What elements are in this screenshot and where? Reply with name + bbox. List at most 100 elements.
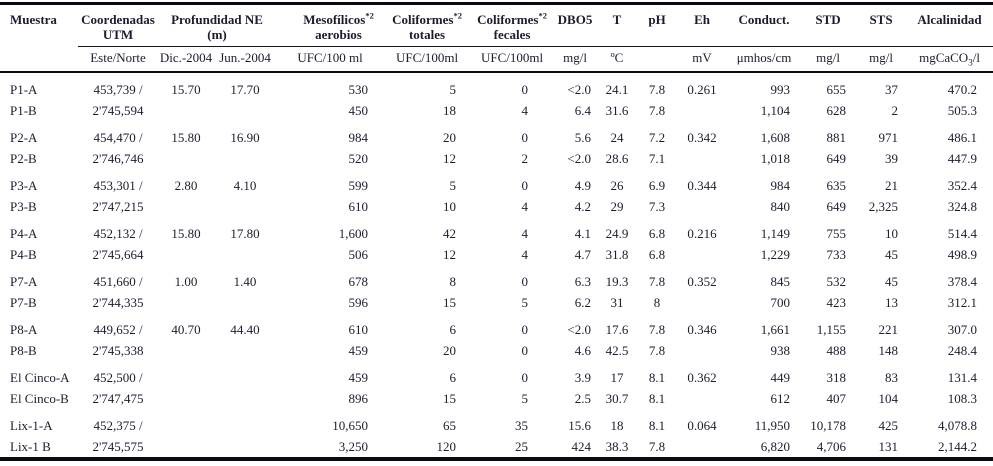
row-label: P7-A — [10, 274, 38, 289]
table-cell: 3.9 — [574, 370, 592, 385]
table-cell: 148 — [878, 343, 899, 358]
table-row: P1-B 2'745,594 450 18 4 6.4 31.6 7.8 1,104 628 2 50… — [0, 100, 993, 121]
table-row: P4-A 452,132 / 15.80 17.80 1,600 42 4 4.1 24.9 6.… — [0, 217, 993, 244]
table-cell: 18 — [610, 418, 624, 433]
table-cell: 35 — [515, 418, 529, 433]
table-row: Lix-1 B 2'745,575 3,250 120 25 424 38.3 7.8 6,82… — [0, 436, 993, 459]
table-cell: 2,325 — [868, 199, 899, 214]
table-cell: 0.344 — [687, 178, 717, 193]
table-cell: 42 — [443, 226, 457, 241]
table-cell: 532 — [826, 274, 847, 289]
col-header-temperatura: T — [596, 3, 639, 47]
table-cell: 26 — [610, 178, 624, 193]
row-label: Lix-1 B — [10, 439, 51, 454]
table-cell: 120 — [436, 439, 457, 454]
table-cell: 38.3 — [605, 439, 629, 454]
col-header-coliformes-totales: Coliformes*2 totales — [384, 3, 471, 47]
table-cell: 454,470 / — [93, 130, 143, 145]
table-row: P7-B 2'744,335 596 15 5 6.2 31 8 700 423 13 312.1 — [0, 292, 993, 313]
table-cell — [158, 409, 214, 436]
table-cell: 221 — [878, 322, 899, 337]
table-cell: 15 — [443, 391, 457, 406]
table-cell: 8.1 — [648, 418, 666, 433]
table-row: El Cinco-B 2'747,475 896 15 5 2.5 30.7 8.1 612 40… — [0, 388, 993, 409]
table-cell: 449 — [770, 370, 791, 385]
table-cell: 2 — [891, 103, 899, 118]
table-cell: 0.064 — [687, 418, 717, 433]
table-cell: 352.4 — [947, 178, 978, 193]
table-cell: 984 — [348, 130, 369, 145]
row-label: El Cinco-B — [10, 391, 69, 406]
table-cell: 24.1 — [605, 82, 629, 97]
table-cell: 29 — [610, 199, 624, 214]
table-cell: <2.0 — [567, 82, 592, 97]
table-cell: 378.4 — [947, 274, 978, 289]
table-cell — [676, 388, 728, 409]
col-header-coliformes-fecales: Coliformes*2 fecales — [470, 3, 555, 47]
col-header-mesofilicos-aerobios: Mesofílicos*2 aerobios — [276, 3, 385, 47]
table-cell: 1.00 — [174, 274, 198, 289]
unit-std: mg/l — [800, 46, 857, 73]
table-cell: 7.8 — [648, 103, 666, 118]
col-header-profundidad-ne: Profundidad NE (m) — [158, 3, 277, 47]
table-cell: 45 — [885, 247, 899, 262]
col-header-eh: Eh — [676, 3, 729, 47]
table-cell: 700 — [770, 295, 791, 310]
table-cell — [214, 388, 276, 409]
table-cell: 11,950 — [754, 418, 791, 433]
table-cell: 248.4 — [947, 343, 978, 358]
table-cell: 596 — [348, 295, 369, 310]
table-cell: 4 — [521, 199, 529, 214]
row-label: P1-A — [10, 82, 38, 97]
table-cell: 452,132 / — [93, 226, 143, 241]
table-cell: 17.80 — [230, 226, 260, 241]
table-row: P8-A 449,652 / 40.70 44.40 610 6 0 <2.0 17.6 7.8 0… — [0, 313, 993, 340]
table-cell: 4 — [521, 226, 529, 241]
table-cell: 514.4 — [947, 226, 978, 241]
table-cell — [158, 361, 214, 388]
row-label: P8-B — [10, 343, 37, 358]
table-cell: 17.6 — [605, 322, 629, 337]
table-cell: 7.3 — [648, 199, 666, 214]
table-cell: 4.7 — [574, 247, 592, 262]
table-cell: 7.8 — [648, 274, 666, 289]
table-cell: 4 — [521, 103, 529, 118]
table-cell: 6.2 — [574, 295, 592, 310]
header-row: Muestra Coordenadas UTM Profundidad NE (m)… — [0, 3, 993, 73]
table-row: P4-B 2'745,664 506 12 4 4.7 31.8 6.8 1,229 733 45 4… — [0, 244, 993, 265]
table-cell — [158, 292, 214, 313]
table-cell: 318 — [826, 370, 847, 385]
table-cell: 15 — [443, 295, 457, 310]
table-cell: 37 — [885, 82, 899, 97]
table-cell: 2'744,335 — [92, 295, 144, 310]
table-row: Lix-1-A 452,375 / 10,650 65 35 15.6 18 8.1 0.064… — [0, 409, 993, 436]
unit-sts: mg/l — [856, 46, 907, 73]
table-cell: 2'747,215 — [92, 199, 144, 214]
table-cell: 2 — [521, 151, 529, 166]
unit-coliformes-totales: UFC/100ml — [384, 46, 471, 73]
table-cell — [676, 436, 728, 459]
table-cell: 520 — [348, 151, 369, 166]
table-cell: 1,608 — [760, 130, 791, 145]
table-cell: 108.3 — [947, 391, 978, 406]
table-cell: 20 — [443, 130, 457, 145]
table-cell — [214, 244, 276, 265]
table-cell — [214, 100, 276, 121]
table-cell: 2'745,338 — [92, 343, 144, 358]
table-cell: 755 — [826, 226, 847, 241]
table-cell: 451,660 / — [93, 274, 143, 289]
table-cell: 733 — [826, 247, 847, 262]
table-cell: 4.2 — [574, 199, 592, 214]
table-row: P8-B 2'745,338 459 20 0 4.6 42.5 7.8 938 488 148 24… — [0, 340, 993, 361]
table-cell: 31.6 — [605, 103, 629, 118]
table-cell: 1,018 — [760, 151, 791, 166]
table-cell: 486.1 — [947, 130, 978, 145]
footnote-marker: *2 — [453, 10, 462, 21]
table-cell: 449,652 / — [93, 322, 143, 337]
row-label: P4-B — [10, 247, 37, 262]
table-cell: 45 — [885, 274, 899, 289]
row-label: P2-B — [10, 151, 37, 166]
table-cell: 7.8 — [648, 343, 666, 358]
table-cell: 452,375 / — [93, 418, 143, 433]
table-cell: 5 — [449, 82, 457, 97]
